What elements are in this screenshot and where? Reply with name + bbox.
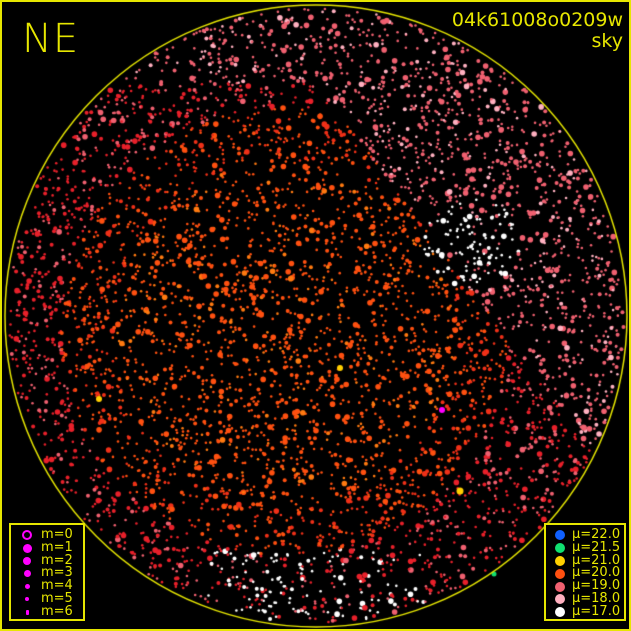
brightness-swatch-icon — [552, 555, 568, 566]
brightness-swatch-icon — [552, 581, 568, 592]
magnitude-legend-item: m=5 — [19, 590, 83, 606]
brightness-legend-label: μ=22.0 — [572, 527, 621, 542]
magnitude-legend-item: m=4 — [19, 578, 83, 594]
brightness-legend-label: μ=21.0 — [572, 552, 621, 568]
brightness-legend-item: μ=21.5 — [552, 539, 624, 555]
magnitude-legend-item: m=3 — [19, 565, 83, 581]
direction-label: NE — [22, 16, 80, 62]
magnitude-legend-item: m=2 — [19, 552, 83, 568]
brightness-legend-item: μ=19.0 — [552, 578, 624, 594]
brightness-swatch-icon — [552, 594, 568, 605]
brightness-swatch-icon — [552, 530, 568, 541]
brightness-legend-label: μ=18.0 — [572, 590, 621, 606]
magnitude-symbol-icon — [19, 530, 35, 541]
brightness-swatch-icon — [552, 607, 568, 618]
mode-label: sky — [591, 30, 623, 52]
brightness-legend-item: μ=17.0 — [552, 603, 624, 619]
magnitude-legend-label: m=4 — [41, 578, 73, 594]
magnitude-legend-label: m=1 — [41, 539, 73, 555]
magnitude-legend-label: m=3 — [41, 565, 73, 581]
magnitude-legend-label: m=2 — [41, 552, 73, 568]
brightness-legend-label: μ=20.0 — [572, 565, 621, 581]
brightness-swatch-icon — [552, 543, 568, 554]
magnitude-legend-item: m=1 — [19, 539, 83, 555]
magnitude-symbol-icon — [19, 543, 35, 553]
brightness-legend-item: μ=22.0 — [552, 527, 624, 542]
brightness-legend-item: μ=21.0 — [552, 552, 624, 568]
observation-id: 04k61008o0209w — [451, 9, 623, 31]
magnitude-symbol-icon — [19, 609, 35, 615]
brightness-legend-label: μ=21.5 — [572, 539, 621, 555]
brightness-legend-label: μ=17.0 — [572, 603, 621, 619]
brightness-legend-item: μ=20.0 — [552, 565, 624, 581]
magnitude-legend-item: m=0 — [19, 527, 83, 542]
brightness-swatch-icon — [552, 568, 568, 579]
magnitude-legend-label: m=0 — [41, 527, 73, 542]
brightness-legend-item: μ=18.0 — [552, 590, 624, 606]
brightness-legend-label: μ=19.0 — [572, 578, 621, 594]
magnitude-symbol-icon — [19, 570, 35, 578]
magnitude-symbol-icon — [19, 597, 35, 602]
magnitude-symbol-icon — [19, 584, 35, 590]
magnitude-symbol-icon — [19, 556, 35, 565]
observation-header: 04k61008o0209w sky — [452, 10, 623, 52]
brightness-legend: μ=22.0 μ=21.5 μ=21.0 μ=20.0 μ=19.0 μ=18.0 μ=17… — [544, 523, 626, 621]
magnitude-legend-label: m=6 — [41, 603, 73, 619]
magnitude-legend-label: m=5 — [41, 590, 73, 606]
magnitude-legend-item: m=6 — [19, 603, 83, 619]
magnitude-legend: m=0 m=1 m=2 m=3 m=4 m=5 m=6 — [9, 523, 85, 621]
